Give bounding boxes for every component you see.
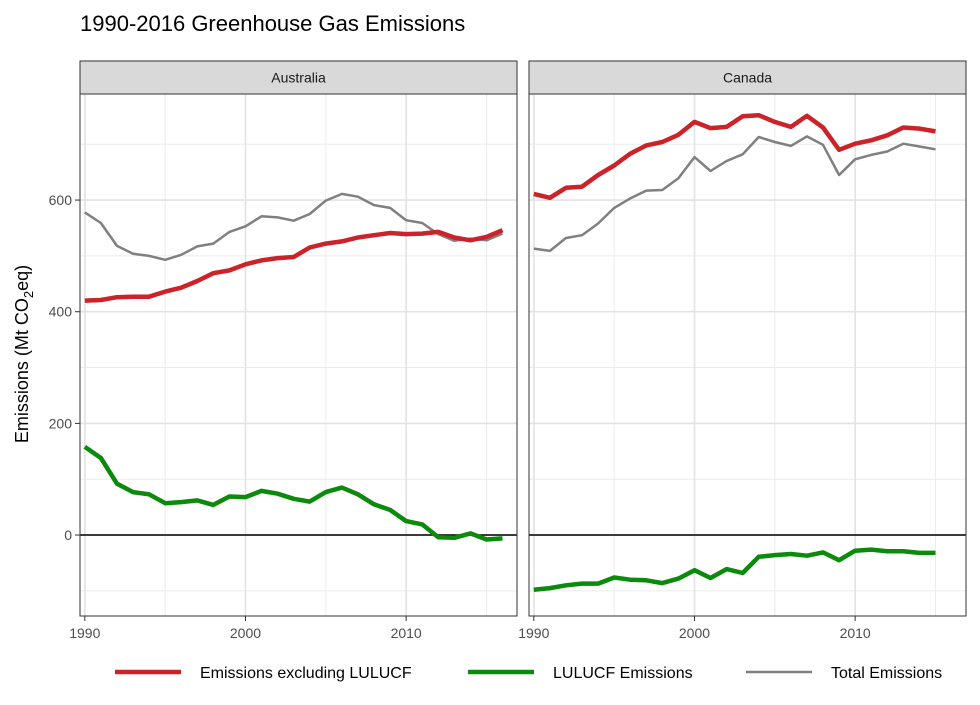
panel-background (529, 94, 966, 616)
y-axis-label-subscript: 2 (21, 291, 36, 298)
panel-background (80, 94, 517, 616)
legend-label: Emissions excluding LULUCF (200, 665, 412, 682)
panel-strip-label: Australia (271, 70, 326, 86)
panels-layer: Australia 1990 2000 2010 0 200 400 600 Canada 199… (49, 60, 967, 641)
panel-australia: Australia 1990 2000 2010 0 200 400 600 (49, 60, 518, 641)
y-axis-label-prefix: Emissions (Mt CO (12, 298, 32, 443)
x-tick-label: 2010 (391, 625, 422, 641)
y-tick-label: 0 (64, 527, 72, 543)
legend-item-emissions-excluding-lulucf: Emissions excluding LULUCF (115, 665, 412, 682)
panel-canada: Canada 1990 2000 2010 (518, 60, 967, 641)
panel-border (528, 93, 967, 617)
x-tick-label: 2010 (840, 625, 871, 641)
legend-label: LULUCF Emissions (553, 665, 693, 682)
legend-item-lulucf-emissions: LULUCF Emissions (468, 665, 693, 682)
panel-border (79, 93, 518, 617)
x-tick-label: 2000 (679, 625, 710, 641)
series-line-emissions-excluding-lulucf-australia (84, 228, 504, 303)
y-tick-label: 400 (49, 304, 73, 320)
series-line-lulucf-emissions-canada (533, 547, 936, 593)
panel-strip (79, 60, 518, 95)
legend-label: Total Emissions (831, 665, 942, 682)
y-tick-label: 600 (49, 192, 73, 208)
panel-strip-label: Canada (723, 70, 772, 86)
x-tick-label: 1990 (518, 625, 549, 641)
series-line-lulucf-emissions-australia (83, 444, 503, 542)
x-tick-label: 2000 (230, 625, 261, 641)
x-tick-label: 1990 (69, 625, 100, 641)
y-axis-label: Emissions (Mt CO2eq) (12, 265, 36, 443)
series-line-emissions-excluding-lulucf-canada (533, 112, 936, 201)
legend-item-total-emissions: Total Emissions (746, 665, 942, 682)
y-tick-label: 200 (49, 415, 73, 431)
chart-title: 1990-2016 Greenhouse Gas Emissions (80, 11, 465, 36)
series-line-total-emissions-canada (533, 135, 936, 253)
legend: Emissions excluding LULUCF LULUCF Emissio… (115, 665, 942, 682)
y-axis-label-suffix: eq) (12, 265, 32, 291)
